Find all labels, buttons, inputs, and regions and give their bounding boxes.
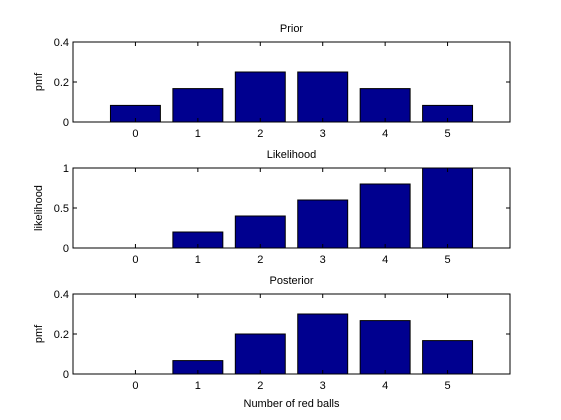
x-tick-label: 4 <box>382 254 388 266</box>
y-axis-label: pmf <box>33 324 45 343</box>
bar-2 <box>234 333 286 375</box>
bar-2 <box>234 71 286 123</box>
x-tick-label: 1 <box>195 128 201 140</box>
y-tick-label: 0.4 <box>54 289 69 301</box>
y-tick-label: 0.2 <box>54 77 69 89</box>
y-tick-label: 0 <box>63 243 69 255</box>
subplot-title: Likelihood <box>267 149 317 161</box>
x-tick-label: 3 <box>320 254 326 266</box>
subplot-title: Prior <box>280 23 304 35</box>
y-axis-label: likelihood <box>33 185 45 231</box>
bar-4 <box>359 88 411 123</box>
y-tick-label: 0.4 <box>54 37 69 49</box>
x-tick-label: 3 <box>320 380 326 392</box>
x-tick-label: 5 <box>445 128 451 140</box>
bar-2 <box>234 215 286 249</box>
bar-5 <box>422 167 474 249</box>
bar-3 <box>297 71 349 123</box>
subplot-1: 0 1 2 3 4 5 0 0.2 0.4 Prior pmf <box>33 23 511 140</box>
x-tick-label: 0 <box>132 254 138 266</box>
x-tick-label: 1 <box>195 380 201 392</box>
y-tick-label: 0 <box>63 369 69 381</box>
x-tick-label: 2 <box>257 128 263 140</box>
bar-5 <box>422 340 474 375</box>
y-tick-label: 1 <box>63 163 69 175</box>
bar-3 <box>297 313 349 375</box>
bar-1 <box>172 88 224 123</box>
x-tick-label: 2 <box>257 380 263 392</box>
x-tick-label: 0 <box>132 128 138 140</box>
bar-4 <box>359 183 411 249</box>
x-tick-label: 2 <box>257 254 263 266</box>
x-tick-label: 0 <box>132 380 138 392</box>
subplot-3: 0 1 2 3 4 5 0 0.2 0.4 Posterior pmf Number of red b… <box>33 275 511 410</box>
subplot-2: 0 1 2 3 4 5 0 0.5 1 Likelihood likelihood <box>33 149 511 266</box>
y-axis-label: pmf <box>33 72 45 91</box>
x-tick-label: 1 <box>195 254 201 266</box>
bar-4 <box>359 320 411 375</box>
x-tick-label: 3 <box>320 128 326 140</box>
x-tick-label: 5 <box>445 380 451 392</box>
subplot-title: Posterior <box>269 275 313 287</box>
x-tick-label: 4 <box>382 128 388 140</box>
y-tick-label: 0.2 <box>54 329 69 341</box>
y-tick-label: 0 <box>63 117 69 129</box>
y-tick-label: 0.5 <box>54 203 69 215</box>
bar-3 <box>297 199 349 249</box>
x-tick-label: 4 <box>382 380 388 392</box>
x-axis-label: Number of red balls <box>244 398 340 410</box>
x-tick-label: 5 <box>445 254 451 266</box>
